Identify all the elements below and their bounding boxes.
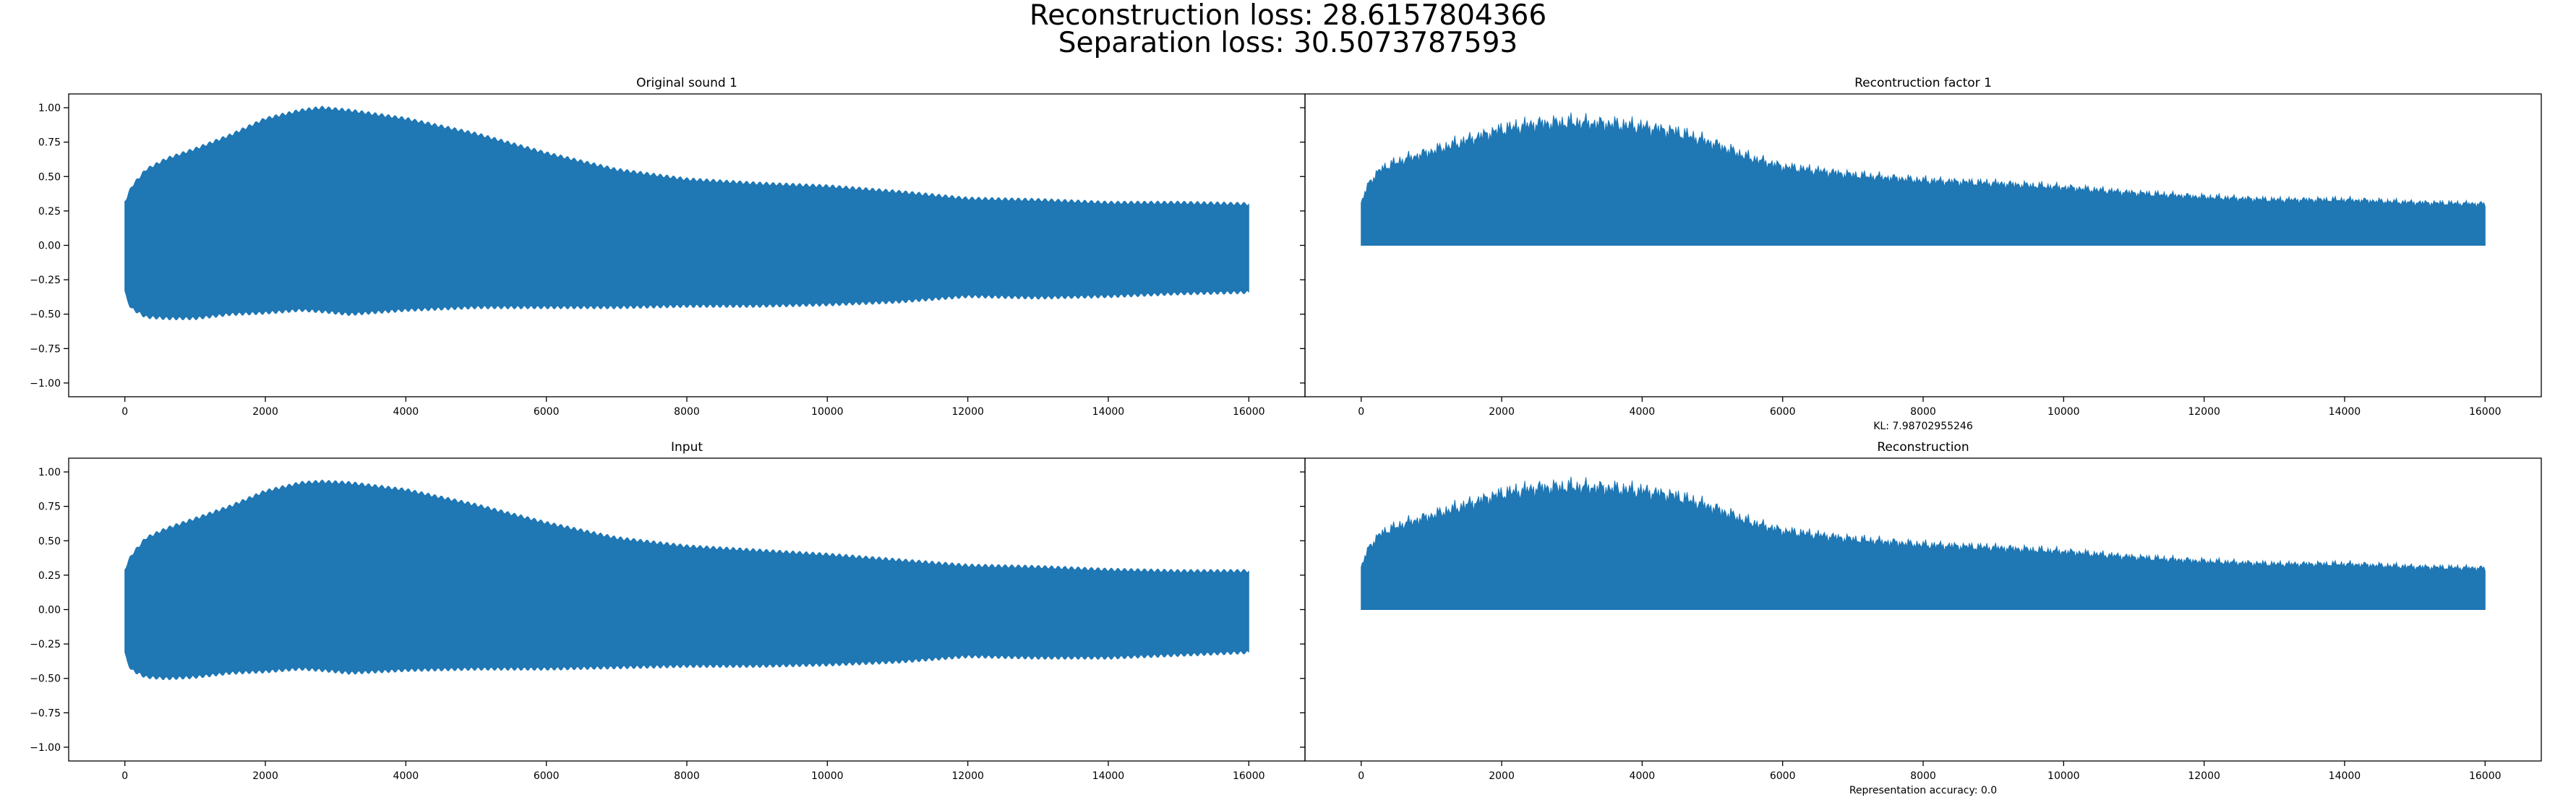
- y-tick-label: 1.00: [38, 103, 61, 114]
- figure-suptitle-line-2: Separation loss: 30.5073787593: [1058, 27, 1518, 59]
- waveform-series-4: [1361, 476, 2486, 610]
- y-tick-label: 0.75: [38, 502, 61, 513]
- y-tick-label: −1.00: [30, 742, 61, 754]
- x-tick-label: 0: [1358, 406, 1364, 418]
- x-tick-label: 8000: [674, 406, 700, 418]
- waveform-series-2: [1361, 112, 2486, 246]
- x-tick-label: 6000: [1770, 770, 1796, 782]
- x-tick-label: 2000: [252, 770, 278, 782]
- x-tick-label: 10000: [811, 406, 844, 418]
- subplot-1: 0 2000 4000 6000 8000 10000 12000 14000 16000 1.0…: [30, 76, 1306, 418]
- y-tick-label: −0.25: [30, 639, 61, 650]
- x-tick-label: 12000: [2188, 770, 2220, 782]
- x-tick-label: 10000: [2047, 770, 2080, 782]
- x-tick-label: 0: [121, 406, 128, 418]
- subplot-4: 0 2000 4000 6000 8000 10000 12000 14000 16000 Rec…: [1300, 440, 2542, 796]
- y-tick-label: 0.75: [38, 137, 61, 149]
- subplot-title: Reconstruction: [1877, 440, 1969, 455]
- x-tick-label: 4000: [1630, 770, 1656, 782]
- x-tick-label: 0: [121, 770, 128, 782]
- y-tick-label: 0.25: [38, 570, 61, 582]
- y-tick-label: 1.00: [38, 467, 61, 478]
- subplot-title: Input: [671, 440, 703, 455]
- x-tick-label: 8000: [1910, 406, 1936, 418]
- x-axis-label: KL: 7.98702955246: [1873, 421, 1973, 432]
- y-tick-label: −0.25: [30, 275, 61, 286]
- x-tick-label: 6000: [534, 406, 560, 418]
- x-tick-label: 12000: [951, 406, 984, 418]
- x-tick-label: 16000: [2469, 406, 2502, 418]
- x-tick-label: 6000: [1770, 406, 1796, 418]
- x-tick-label: 10000: [2047, 406, 2080, 418]
- y-tick-label: 0.00: [38, 241, 61, 252]
- x-tick-label: 16000: [2469, 770, 2502, 782]
- y-tick-label: 0.00: [38, 605, 61, 616]
- x-tick-label: 10000: [811, 770, 844, 782]
- x-tick-label: 14000: [1092, 770, 1125, 782]
- x-tick-label: 12000: [951, 770, 984, 782]
- subplot-3: 0 2000 4000 6000 8000 10000 12000 14000 16000 1.0…: [30, 440, 1306, 782]
- y-tick-label: 0.50: [38, 536, 61, 547]
- x-tick-label: 0: [1358, 770, 1364, 782]
- x-tick-label: 8000: [674, 770, 700, 782]
- x-tick-label: 4000: [393, 770, 419, 782]
- x-tick-label: 14000: [2329, 770, 2361, 782]
- figure-suptitle-line-1: Reconstruction loss: 28.6157804366: [1029, 0, 1547, 32]
- x-axis-label: Representation accuracy: 0.0: [1849, 785, 1997, 796]
- x-tick-label: 16000: [1233, 406, 1265, 418]
- waveform-series-1: [124, 106, 1249, 321]
- x-tick-label: 12000: [2188, 406, 2220, 418]
- x-tick-label: 4000: [393, 406, 419, 418]
- subplot-2: 0 2000 4000 6000 8000 10000 12000 14000 16000 Rec…: [1300, 76, 2542, 432]
- y-tick-label: 0.25: [38, 206, 61, 218]
- y-tick-label: −0.75: [30, 343, 61, 355]
- x-tick-label: 2000: [1489, 406, 1515, 418]
- y-tick-label: −1.00: [30, 378, 61, 390]
- y-tick-label: −0.50: [30, 674, 61, 685]
- x-tick-label: 8000: [1910, 770, 1936, 782]
- x-tick-label: 6000: [534, 770, 560, 782]
- x-tick-label: 14000: [2329, 406, 2361, 418]
- x-tick-label: 14000: [1092, 406, 1125, 418]
- x-tick-label: 2000: [1489, 770, 1515, 782]
- subplot-title: Recontruction factor 1: [1854, 76, 1992, 90]
- y-tick-label: −0.75: [30, 707, 61, 719]
- x-tick-label: 2000: [252, 406, 278, 418]
- waveform-series-3: [124, 479, 1249, 681]
- y-tick-label: 0.50: [38, 171, 61, 183]
- x-tick-label: 4000: [1630, 406, 1656, 418]
- x-tick-label: 16000: [1233, 770, 1265, 782]
- y-tick-label: −0.50: [30, 309, 61, 321]
- subplot-title: Original sound 1: [636, 76, 737, 90]
